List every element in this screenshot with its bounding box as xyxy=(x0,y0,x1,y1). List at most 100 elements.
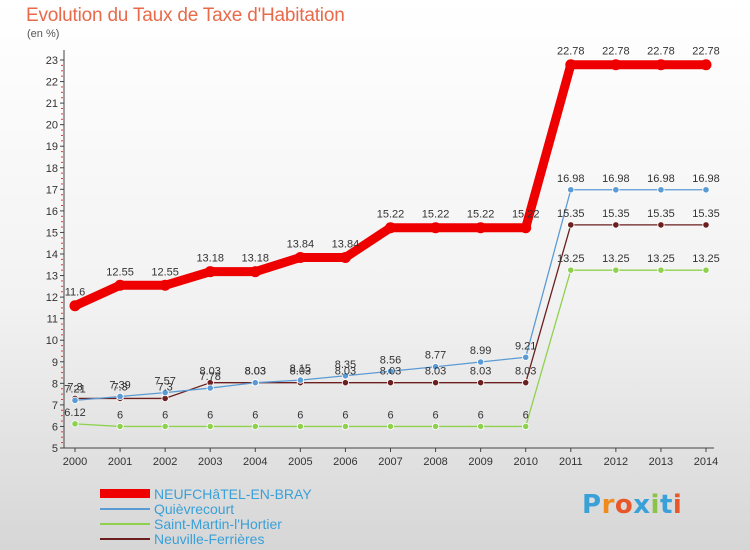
legend-swatch xyxy=(100,522,150,525)
x-tick-label: 2007 xyxy=(378,456,402,468)
y-tick-label: 13 xyxy=(46,271,58,283)
y-tick-label: 17 xyxy=(46,184,58,196)
data-point xyxy=(565,59,577,71)
chart-unit: (en %) xyxy=(27,28,60,40)
data-label: 13.25 xyxy=(647,253,675,265)
data-point xyxy=(249,266,261,278)
data-point xyxy=(206,384,214,392)
y-tick-label: 10 xyxy=(46,335,58,347)
data-label: 15.22 xyxy=(422,209,450,221)
x-tick-label: 2002 xyxy=(153,456,177,468)
data-label: 8.77 xyxy=(425,350,446,362)
legend-label: Quièvrecourt xyxy=(154,500,235,517)
data-label: 15.35 xyxy=(692,208,720,220)
logo-letter: P xyxy=(582,490,602,520)
logo-letter: i xyxy=(672,490,683,520)
y-tick-label: 11 xyxy=(47,314,58,326)
data-point xyxy=(341,372,350,380)
data-label: 8.15 xyxy=(290,363,311,375)
data-point xyxy=(612,186,620,194)
data-label: 13.25 xyxy=(602,253,630,265)
data-label: 6 xyxy=(162,409,168,421)
data-point xyxy=(657,186,665,194)
data-point xyxy=(477,358,485,366)
data-label: 6 xyxy=(433,409,439,421)
data-point xyxy=(116,422,124,431)
data-point xyxy=(522,379,530,387)
data-point xyxy=(386,422,395,431)
x-tick-label: 2013 xyxy=(649,456,673,468)
data-label: 6 xyxy=(207,409,213,421)
data-label: 6 xyxy=(252,409,258,421)
data-label: 16.98 xyxy=(692,173,720,185)
data-label: 8.03 xyxy=(200,366,221,378)
legend-swatch xyxy=(100,489,150,498)
data-point xyxy=(341,422,350,431)
data-label: 15.35 xyxy=(557,208,585,220)
y-tick-label: 9 xyxy=(52,357,58,369)
data-label: 8.03 xyxy=(380,366,401,378)
data-point xyxy=(71,396,79,404)
legend-item: NEUFCHâTEL-EN-BRAY xyxy=(100,486,312,502)
data-label: 6 xyxy=(297,409,303,421)
data-point xyxy=(431,363,440,371)
proxiti-logo: Proxiti xyxy=(582,490,682,520)
logo-letter: r xyxy=(601,490,615,520)
x-tick-label: 2009 xyxy=(468,456,492,468)
data-label: 16.98 xyxy=(557,173,585,185)
legend-label: Saint-Martin-l'Hortier xyxy=(154,515,282,532)
data-point xyxy=(296,376,304,384)
data-label: 8.03 xyxy=(290,366,311,378)
data-point xyxy=(522,422,530,431)
x-tick-label: 2014 xyxy=(694,456,718,468)
data-label: 9.21 xyxy=(515,340,536,352)
data-point xyxy=(522,353,530,361)
data-label: 7.39 xyxy=(109,379,130,391)
logo-letter: o xyxy=(614,490,634,520)
logo-letter: t xyxy=(659,490,673,520)
data-point xyxy=(430,222,442,234)
x-tick-label: 2011 xyxy=(559,456,583,468)
data-point xyxy=(206,422,214,431)
data-point xyxy=(655,59,667,71)
data-label: 7.57 xyxy=(154,376,175,388)
data-point xyxy=(657,266,665,274)
data-label: 15.35 xyxy=(602,208,630,220)
y-tick-label: 21 xyxy=(46,98,58,110)
data-point xyxy=(69,300,81,312)
y-tick-label: 16 xyxy=(46,206,58,218)
data-point xyxy=(702,221,710,229)
data-label: 6 xyxy=(523,409,529,421)
data-label: 22.78 xyxy=(647,46,675,58)
data-label: 15.35 xyxy=(647,208,675,220)
data-label: 13.25 xyxy=(557,253,585,265)
data-point xyxy=(520,222,532,234)
x-tick-label: 2012 xyxy=(604,456,628,468)
data-label: 13.18 xyxy=(196,253,224,265)
data-label: 8.03 xyxy=(245,366,266,378)
data-label: 12.55 xyxy=(151,266,179,278)
data-point xyxy=(702,266,710,274)
y-tick-label: 8 xyxy=(52,378,58,390)
y-tick-label: 20 xyxy=(46,120,58,132)
data-point xyxy=(477,379,485,387)
data-point xyxy=(204,266,216,278)
data-label: 7.3 xyxy=(157,381,172,393)
data-label: 7.78 xyxy=(200,371,221,383)
data-label: 8.03 xyxy=(245,366,266,378)
y-tick-label: 15 xyxy=(46,227,58,239)
data-label: 13.25 xyxy=(692,253,720,265)
data-label: 15.22 xyxy=(467,209,495,221)
data-point xyxy=(71,420,79,428)
x-tick-label: 2006 xyxy=(333,456,357,468)
logo-letter: i xyxy=(650,490,660,520)
data-label: 15.22 xyxy=(377,209,405,221)
data-point xyxy=(612,221,620,229)
data-label: 6 xyxy=(342,409,348,421)
x-tick-label: 2004 xyxy=(243,456,267,468)
legend: NEUFCHâTEL-EN-BRAY Quièvrecourt Saint-Mart… xyxy=(100,486,312,547)
legend-swatch xyxy=(100,537,150,540)
y-tick-label: 19 xyxy=(46,141,58,153)
data-point xyxy=(341,379,350,387)
